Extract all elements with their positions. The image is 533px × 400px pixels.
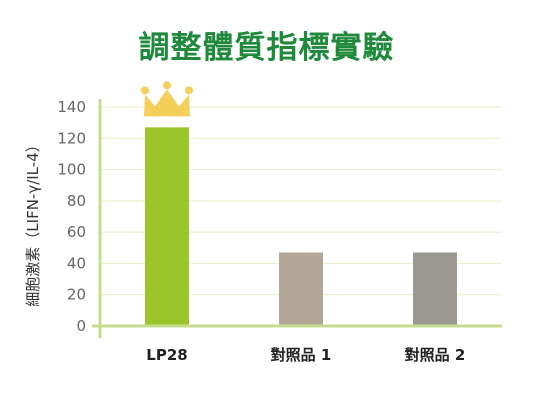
crown-jewel <box>185 86 193 95</box>
crown-jewel <box>163 81 171 90</box>
y-tick-label: 0 <box>76 317 86 335</box>
axes <box>92 99 502 338</box>
y-tick-label: 60 <box>67 223 86 241</box>
y-tick-label: 120 <box>57 129 86 147</box>
crown-body <box>144 89 190 117</box>
chart-title: 調整體質指標實驗 <box>138 30 395 66</box>
bars <box>145 127 457 326</box>
x-tick-labels: LP28 對照品 1 對照品 2 <box>146 346 465 364</box>
x-tick-label: 對照品 1 <box>271 346 332 364</box>
x-tick-label: LP28 <box>146 346 187 364</box>
y-axis-label: 細胞激素（LIFN-γ/IL-4） <box>24 137 42 306</box>
y-tick-labels: 0 20 40 60 80 100 120 140 <box>57 98 86 335</box>
bar <box>413 252 457 326</box>
crown-icon <box>141 81 193 117</box>
bar <box>145 127 189 326</box>
x-tick-label: 對照品 2 <box>405 346 466 364</box>
y-tick-label: 40 <box>67 254 86 272</box>
crown-jewel <box>141 86 149 95</box>
y-tick-label: 100 <box>57 161 86 179</box>
y-tick-label: 140 <box>57 98 86 116</box>
y-tick-label: 20 <box>67 286 86 304</box>
y-tick-label: 80 <box>67 192 86 210</box>
bar <box>279 252 323 326</box>
